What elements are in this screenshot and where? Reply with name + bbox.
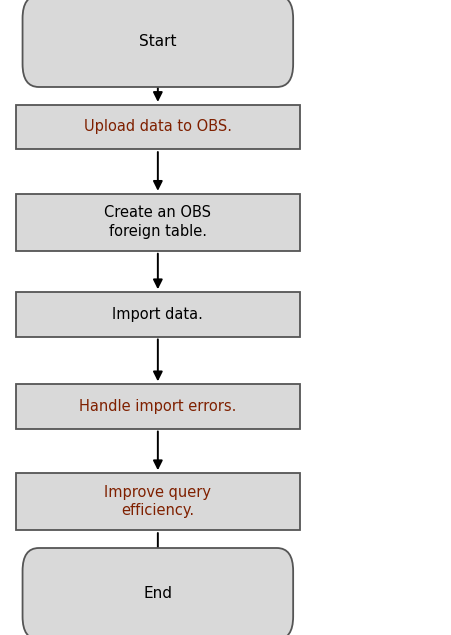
FancyBboxPatch shape bbox=[16, 384, 300, 429]
Text: Improve query
efficiency.: Improve query efficiency. bbox=[104, 485, 212, 518]
FancyBboxPatch shape bbox=[23, 548, 293, 635]
Text: Import data.: Import data. bbox=[112, 307, 203, 322]
FancyBboxPatch shape bbox=[16, 194, 300, 251]
Text: Start: Start bbox=[139, 34, 177, 49]
Text: End: End bbox=[143, 586, 172, 601]
FancyBboxPatch shape bbox=[23, 0, 293, 87]
FancyBboxPatch shape bbox=[16, 105, 300, 149]
FancyBboxPatch shape bbox=[16, 473, 300, 530]
Text: Handle import errors.: Handle import errors. bbox=[79, 399, 236, 414]
Text: Create an OBS
foreign table.: Create an OBS foreign table. bbox=[104, 206, 212, 239]
Text: Upload data to OBS.: Upload data to OBS. bbox=[84, 119, 232, 135]
FancyBboxPatch shape bbox=[16, 292, 300, 337]
